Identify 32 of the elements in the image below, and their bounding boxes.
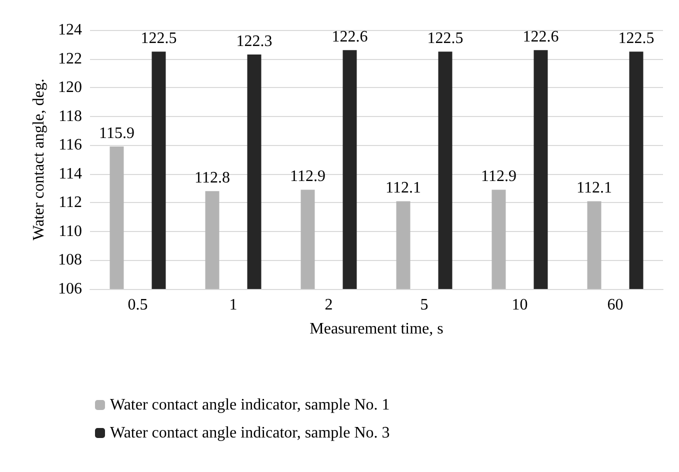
data-label: 112.1	[576, 180, 612, 197]
y-tick-label: 122	[58, 50, 82, 68]
data-label: 122.6	[522, 28, 559, 46]
data-label: 122.6	[332, 28, 368, 46]
data-label: 112.9	[290, 168, 326, 186]
x-axis-title: Measurement time, s	[310, 320, 444, 338]
y-tick-label: 114	[58, 165, 82, 182]
x-tick-label: 5	[420, 296, 428, 314]
y-tick-label: 108	[58, 252, 82, 269]
legend-label: Water contact angle indicator, sample No. 1	[110, 396, 390, 414]
data-label: 122.3	[236, 32, 272, 50]
x-tick-label: 1	[229, 296, 238, 314]
x-tick-label: 2	[324, 296, 333, 314]
x-tick-label: 10	[512, 296, 528, 314]
y-tick-label: 120	[58, 79, 82, 96]
data-label: 112.1	[386, 180, 421, 197]
y-tick-label: 112	[58, 194, 82, 212]
data-label: 112.9	[481, 168, 516, 186]
data-label: 115.9	[99, 125, 134, 142]
data-label: 112.8	[194, 170, 230, 187]
data-label: 122.5	[427, 30, 464, 48]
y-tick-label: 118	[58, 108, 82, 125]
legend-label: Water contact angle indicator, sample No. 3	[110, 424, 390, 442]
x-tick-label: 60	[607, 296, 624, 314]
y-tick-label: 110	[58, 222, 82, 240]
y-tick-label: 124	[58, 22, 82, 38]
data-label: 122.5	[618, 30, 654, 48]
x-tick-label: 0.5	[128, 296, 148, 314]
data-label: 122.5	[140, 30, 177, 48]
y-tick-label: 106	[58, 280, 82, 298]
y-axis-title: Water contact angle, deg.	[30, 78, 48, 240]
y-tick-label: 116	[58, 136, 82, 154]
